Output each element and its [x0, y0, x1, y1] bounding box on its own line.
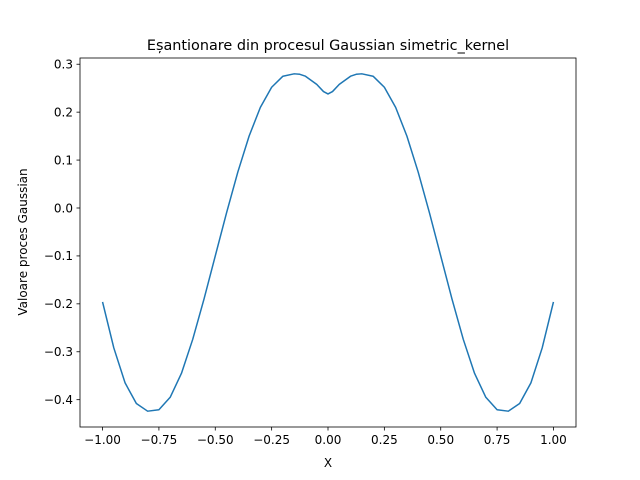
- x-tick-label: −1.00: [84, 433, 121, 447]
- plot-frame: [79, 57, 577, 428]
- y-tick-label: −0.1: [44, 249, 73, 263]
- y-axis-label: Valoare proces Gaussian: [16, 168, 30, 315]
- series-line-0: [101, 73, 555, 412]
- y-tick-label: 0.0: [54, 201, 73, 215]
- y-tick-label: −0.3: [44, 345, 73, 359]
- x-tick-label: 1.00: [540, 433, 567, 447]
- plot-area: [79, 57, 577, 428]
- y-tick-label: 0.1: [54, 153, 73, 167]
- y-tick-label: 0.3: [54, 58, 73, 72]
- x-tick-label: −0.75: [141, 433, 178, 447]
- y-axis: −0.4 −0.3 −0.2 −0.1 0.0 0.1 0.2 0.3: [44, 58, 80, 407]
- x-tick-label: 0.25: [371, 433, 398, 447]
- x-tick-label: −0.50: [197, 433, 234, 447]
- y-tick-label: −0.4: [44, 393, 73, 407]
- y-tick-label: −0.2: [44, 297, 73, 311]
- x-tick-label: −0.25: [253, 433, 290, 447]
- x-tick-label: 0.00: [315, 433, 342, 447]
- x-tick-label: 0.50: [427, 433, 454, 447]
- x-tick-label: 0.75: [484, 433, 511, 447]
- y-tick-label: 0.2: [54, 105, 73, 119]
- chart-title: Eșantionare din procesul Gaussian simetr…: [147, 38, 509, 54]
- x-axis: −1.00 −0.75 −0.50 −0.25 0.00 0.25 0.50 0.75 1.00: [84, 427, 567, 447]
- x-axis-label: X: [324, 456, 332, 470]
